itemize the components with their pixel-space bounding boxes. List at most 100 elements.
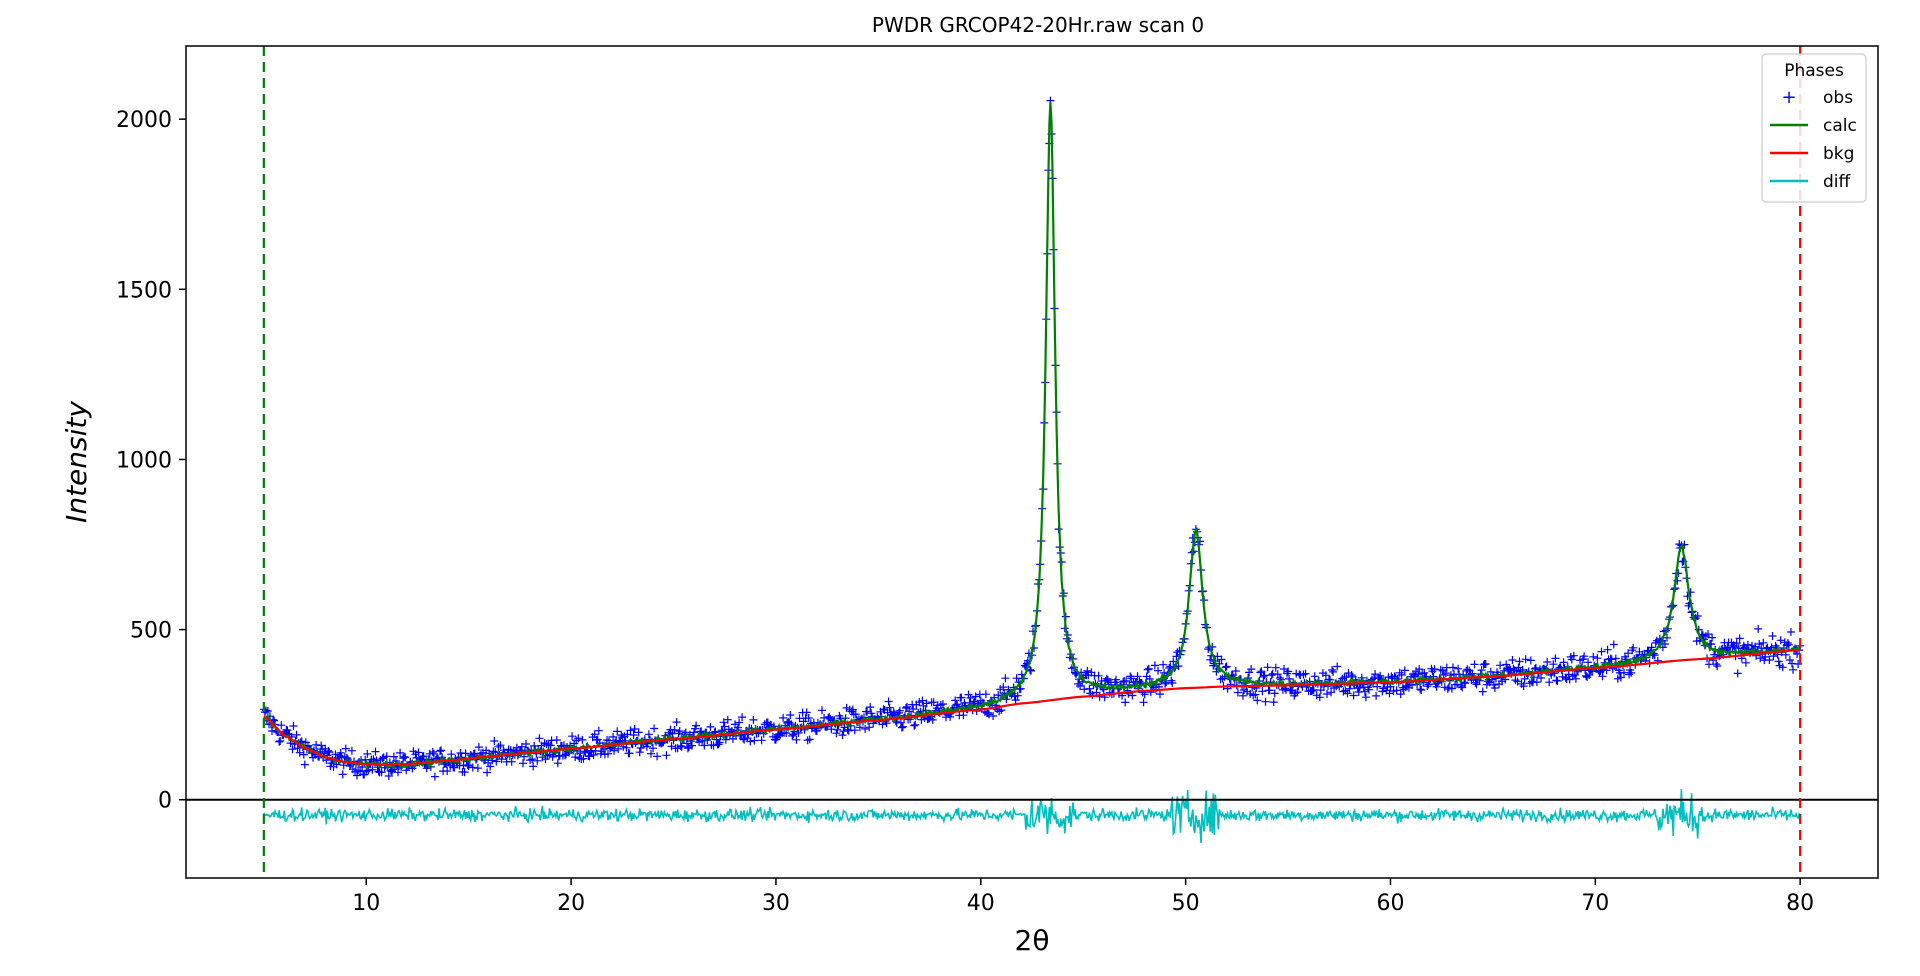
obs-point	[1515, 657, 1524, 666]
legend-label-calc: calc	[1823, 116, 1857, 136]
obs-point	[1127, 674, 1136, 683]
obs-point	[1263, 663, 1272, 672]
obs-point	[625, 749, 634, 758]
obs-point	[1251, 690, 1260, 699]
obs-point	[1531, 664, 1540, 672]
obs-point	[692, 721, 701, 730]
obs-point	[541, 755, 550, 764]
obs-point	[719, 718, 728, 727]
obs-point	[788, 731, 797, 740]
obs-point	[953, 700, 962, 709]
obs-point	[1545, 678, 1554, 687]
obs-point	[734, 723, 743, 732]
obs-point	[903, 702, 911, 711]
obs-point	[1559, 658, 1568, 667]
obs-point	[1309, 685, 1318, 694]
obs-point	[387, 767, 396, 776]
obs-point	[489, 747, 498, 756]
obs-point	[604, 749, 612, 758]
obs-point	[1551, 654, 1560, 663]
obs-point	[554, 752, 563, 761]
obs-point	[922, 699, 931, 708]
obs-point	[833, 725, 842, 734]
obs-point	[610, 746, 619, 755]
obs-point	[1161, 679, 1170, 688]
obs-point	[430, 772, 439, 781]
legend-marker-obs: +	[1781, 87, 1796, 108]
obs-point	[792, 735, 801, 744]
obs-point	[825, 712, 834, 721]
obs-point	[483, 768, 492, 777]
obs-point	[1293, 688, 1302, 697]
obs-point	[490, 737, 499, 745]
obs-point	[1449, 663, 1457, 672]
obs-point	[1424, 680, 1433, 689]
obs-point	[568, 732, 577, 741]
x-axis: 10 20 30 40 50 60 70 80	[352, 878, 1814, 916]
obs-point	[1508, 656, 1517, 664]
obs-point	[1624, 649, 1633, 658]
obs-point	[985, 710, 993, 719]
obs-point	[1620, 668, 1628, 677]
obs-point	[1239, 691, 1247, 700]
obs-point	[1784, 640, 1793, 649]
x-tick-label: 80	[1786, 891, 1814, 916]
obs-point	[414, 748, 423, 757]
obs-point	[1124, 689, 1133, 698]
obs-point	[1257, 667, 1266, 676]
obs-point	[1360, 687, 1369, 696]
obs-point	[1247, 665, 1256, 674]
obs-point	[336, 748, 345, 757]
obs-point	[418, 752, 427, 761]
obs-point	[1270, 689, 1279, 698]
obs-point	[1776, 636, 1785, 645]
obs-point	[911, 720, 920, 729]
obs-point	[428, 748, 437, 756]
obs-point	[1496, 661, 1505, 670]
obs-point	[989, 712, 998, 720]
obs-point	[984, 708, 992, 717]
obs-point	[1213, 652, 1222, 661]
obs-point	[951, 696, 960, 705]
obs-point	[529, 762, 538, 771]
obs-point	[635, 748, 644, 757]
y-tick-label: 2000	[116, 108, 172, 133]
calc-line	[263, 102, 1801, 772]
obs-point	[1521, 655, 1530, 664]
obs-point	[670, 726, 679, 734]
obs-point	[971, 692, 980, 701]
obs-point	[1414, 670, 1423, 679]
obs-point	[884, 697, 893, 706]
y-axis: 0 500 1000 1500 2000	[116, 108, 186, 814]
obs-point	[1458, 683, 1467, 692]
obs-point	[885, 703, 894, 712]
obs-point	[676, 741, 685, 750]
obs-point	[1567, 655, 1576, 664]
obs-point	[288, 745, 297, 754]
obs-point	[723, 715, 732, 724]
obs-point	[1789, 665, 1797, 674]
obs-point	[1345, 684, 1354, 693]
obs-point	[1663, 633, 1671, 642]
obs-point	[401, 753, 410, 762]
x-tick-label: 10	[352, 891, 380, 916]
obs-point	[494, 742, 503, 751]
axes-frame	[185, 45, 1879, 879]
obs-point	[1339, 687, 1348, 696]
obs-point	[1650, 651, 1659, 660]
legend-label-diff: diff	[1823, 172, 1852, 192]
obs-point	[1511, 676, 1520, 685]
obs-point	[589, 751, 598, 759]
obs-point	[546, 741, 555, 750]
obs-point	[647, 749, 655, 758]
obs-point	[1253, 696, 1262, 705]
obs-point	[957, 693, 966, 702]
obs-point	[1159, 660, 1168, 669]
obs-point	[293, 744, 302, 753]
obs-point	[999, 683, 1008, 692]
obs-point	[292, 730, 301, 739]
y-tick-label: 1500	[116, 278, 172, 303]
obs-point	[295, 748, 304, 757]
obs-point	[324, 746, 333, 755]
obs-point	[447, 750, 456, 759]
